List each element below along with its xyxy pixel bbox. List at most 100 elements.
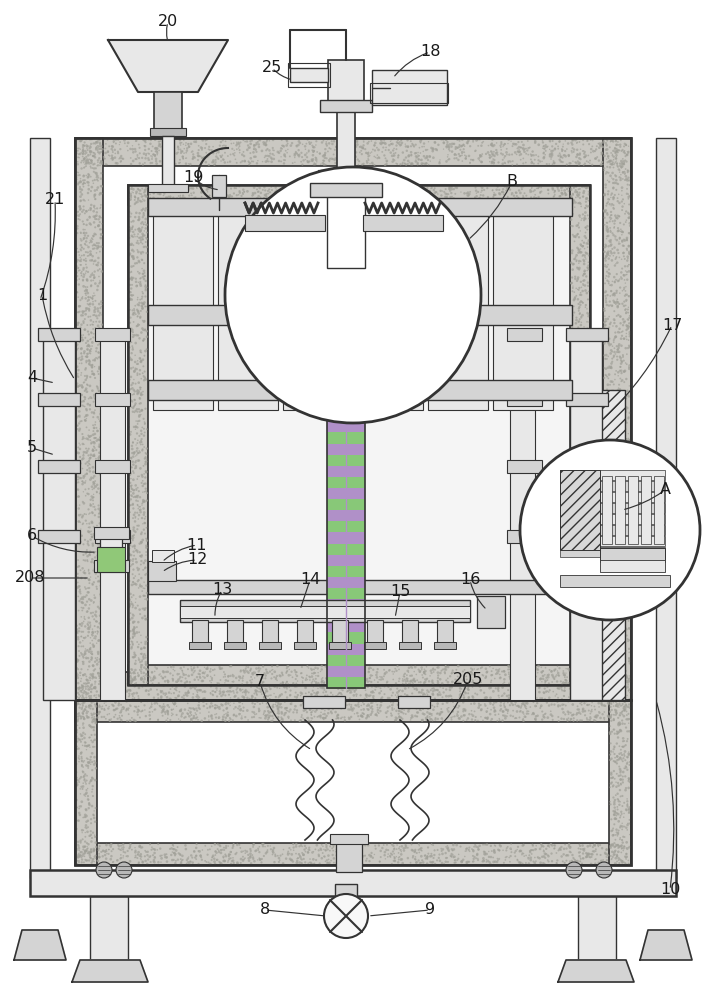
Point <box>611 151 622 167</box>
Point <box>138 314 150 330</box>
Point <box>243 665 254 681</box>
Point <box>563 838 575 854</box>
Point <box>141 188 152 204</box>
Point <box>472 138 484 154</box>
Point <box>95 555 107 571</box>
Point <box>264 670 275 686</box>
Point <box>306 142 318 158</box>
Point <box>623 361 635 377</box>
Point <box>138 458 149 474</box>
Point <box>297 707 308 723</box>
Point <box>575 684 587 700</box>
Point <box>88 367 100 383</box>
Point <box>542 838 554 854</box>
Point <box>498 186 510 202</box>
Point <box>104 687 116 703</box>
Point <box>74 679 85 695</box>
Point <box>617 460 628 476</box>
Point <box>492 666 503 682</box>
Point <box>84 345 95 361</box>
Point <box>361 687 373 703</box>
Point <box>348 674 359 690</box>
Point <box>120 681 131 697</box>
Point <box>620 443 631 459</box>
Point <box>316 850 328 866</box>
Point <box>620 263 631 279</box>
Bar <box>75 138 631 700</box>
Point <box>606 145 617 161</box>
Point <box>95 239 107 255</box>
Point <box>619 206 630 222</box>
Point <box>88 825 99 841</box>
Point <box>604 154 616 170</box>
Point <box>623 715 635 731</box>
Point <box>561 841 572 857</box>
Point <box>575 447 586 463</box>
Point <box>338 853 349 869</box>
Point <box>71 144 82 160</box>
Point <box>124 204 136 220</box>
Point <box>537 675 548 691</box>
Point <box>369 676 380 692</box>
Point <box>448 191 460 207</box>
Point <box>260 672 271 688</box>
Point <box>82 293 93 309</box>
Point <box>570 271 581 287</box>
Point <box>171 145 182 161</box>
Point <box>606 344 618 360</box>
Point <box>96 591 107 607</box>
Point <box>82 616 93 632</box>
Point <box>75 189 86 205</box>
Point <box>575 712 586 728</box>
Point <box>74 378 85 394</box>
Point <box>575 850 586 866</box>
Point <box>83 738 94 754</box>
Point <box>81 140 92 156</box>
Point <box>85 697 96 713</box>
Point <box>613 430 624 446</box>
Point <box>464 674 475 690</box>
Point <box>92 853 103 869</box>
Point <box>364 709 375 725</box>
Point <box>304 840 315 856</box>
Point <box>124 381 136 397</box>
Point <box>316 696 328 712</box>
Point <box>494 670 505 686</box>
Point <box>552 658 563 674</box>
Point <box>88 594 100 610</box>
Point <box>80 360 92 376</box>
Point <box>570 626 582 642</box>
Point <box>385 189 396 205</box>
Point <box>71 734 83 750</box>
Point <box>486 136 497 152</box>
Point <box>185 156 196 172</box>
Point <box>76 779 87 795</box>
Point <box>472 839 484 855</box>
Point <box>267 146 278 162</box>
Point <box>354 190 366 206</box>
Point <box>126 674 137 690</box>
Point <box>121 848 132 864</box>
Point <box>621 137 632 153</box>
Point <box>79 283 90 299</box>
Point <box>517 155 529 171</box>
Point <box>109 145 121 161</box>
Point <box>606 469 617 485</box>
Point <box>287 854 299 870</box>
Point <box>125 552 136 568</box>
Point <box>599 314 610 330</box>
Point <box>570 315 582 331</box>
Point <box>624 656 635 672</box>
Point <box>74 202 85 218</box>
Point <box>96 296 107 312</box>
Point <box>78 685 90 701</box>
Point <box>602 207 613 223</box>
Point <box>614 412 625 428</box>
Text: 25: 25 <box>262 60 282 76</box>
Point <box>204 699 215 715</box>
Point <box>617 739 628 755</box>
Point <box>71 772 83 788</box>
Point <box>605 448 616 464</box>
Point <box>183 156 194 172</box>
Point <box>579 667 590 683</box>
